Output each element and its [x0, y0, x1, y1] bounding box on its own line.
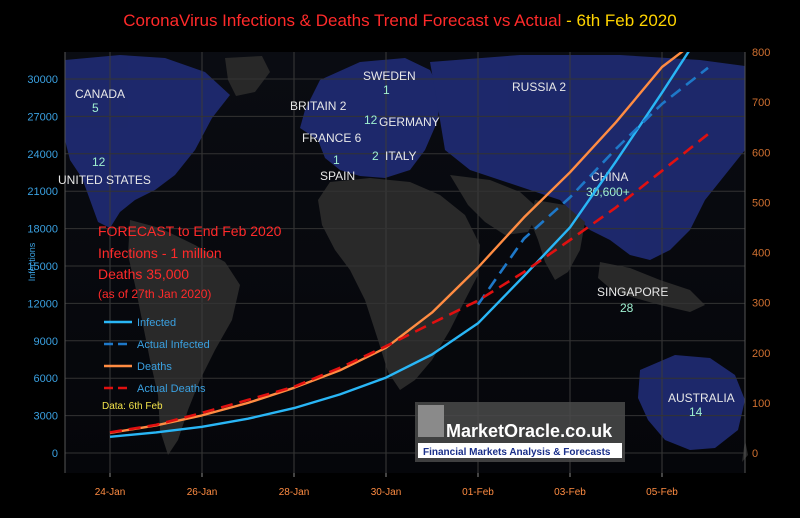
africa-shape: [318, 178, 480, 390]
right-tick-label: 600: [752, 147, 770, 159]
right-tick-label: 700: [752, 97, 770, 109]
right-tick-label: 400: [752, 248, 770, 260]
map-label: UNITED STATES: [58, 173, 151, 187]
x-tick-label: 03-Feb: [554, 487, 586, 498]
map-label: CANADA: [75, 87, 125, 101]
title-date: - 6th Feb 2020: [561, 11, 676, 30]
left-tick-label: 27000: [27, 111, 58, 123]
map-label: 1: [333, 153, 340, 167]
x-tick-label: 05-Feb: [646, 487, 678, 498]
map-label: 12: [364, 113, 378, 127]
left-tick-label: 6000: [34, 373, 58, 385]
series-line-deaths: [109, 52, 684, 435]
left-tick-label: 24000: [27, 149, 58, 161]
map-label: 2: [372, 149, 379, 163]
watermark-figure: [418, 405, 444, 437]
map-label: ITALY: [385, 149, 417, 163]
australia-shape: [638, 355, 745, 450]
right-tick-label: 800: [752, 47, 770, 59]
left-tick-label: 21000: [27, 186, 58, 198]
europe-shape: [300, 58, 440, 178]
forecast-line4: (as of 27th Jan 2020): [98, 287, 211, 301]
x-tick-label: 26-Jan: [187, 487, 218, 498]
left-tick-label: 12000: [27, 298, 58, 310]
legend-label: Deaths: [137, 361, 172, 373]
title-main: CoronaVirus Infections & Deaths Trend Fo…: [123, 11, 561, 30]
left-tick-label: 18000: [27, 224, 58, 236]
map-label: AUSTRALIA: [668, 391, 735, 405]
forecast-line1: FORECAST to End Feb 2020: [98, 223, 282, 239]
series-line-infected: [109, 52, 690, 438]
series-lines: [109, 52, 709, 438]
right-tick-label: 0: [752, 448, 758, 460]
left-tick-label: 0: [52, 448, 58, 460]
map-label: GERMANY: [379, 115, 440, 129]
map-label: 5: [92, 101, 99, 115]
data-note: Data: 6th Feb: [102, 401, 163, 412]
x-tick-label: 28-Jan: [279, 487, 310, 498]
map-label: 28: [620, 301, 634, 315]
map-label: RUSSIA 2: [512, 80, 566, 94]
left-tick-label: 3000: [34, 411, 58, 423]
x-tick-label: 01-Feb: [462, 487, 494, 498]
legend-label: Actual Deaths: [137, 383, 206, 395]
legend: Infected Actual Infected Deaths Actual Deat…: [104, 317, 210, 395]
series-line-actual-deaths: [109, 133, 709, 434]
right-tick-label: 200: [752, 348, 770, 360]
right-tick-label: 500: [752, 197, 770, 209]
legend-label: Actual Infected: [137, 339, 210, 351]
x-tick-label: 24-Jan: [95, 487, 126, 498]
map-label: 1: [383, 83, 390, 97]
watermark: MarketOracle.co.uk Financial Markets Ana…: [415, 402, 625, 462]
map-label: FRANCE 6: [302, 131, 362, 145]
left-axis: 0 3000 6000 9000 12000 15000 18000 21000 24000 27…: [27, 52, 66, 473]
se-asia-shape: [598, 262, 705, 312]
right-tick-label: 300: [752, 298, 770, 310]
series-line-actual-infected: [476, 66, 709, 306]
world-map: [65, 55, 748, 462]
legend-label: Infected: [137, 317, 176, 329]
south-america-shape: [128, 220, 240, 455]
map-label: CHINA: [591, 170, 628, 184]
right-tick-label: 100: [752, 398, 770, 410]
greenland-shape: [225, 56, 270, 96]
x-axis: 24-Jan 26-Jan 28-Jan 30-Jan 01-Feb 03-Feb 05-F…: [95, 473, 678, 498]
x-tick-label: 30-Jan: [371, 487, 402, 498]
left-tick-label: 30000: [27, 74, 58, 86]
map-label: 12: [92, 155, 106, 169]
map-label: 14: [689, 405, 703, 419]
map-label: SINGAPORE: [597, 285, 668, 299]
watermark-tagline: Financial Markets Analysis & Forecasts: [423, 447, 611, 458]
watermark-brand: MarketOracle.co.uk: [446, 421, 613, 441]
map-label: SWEDEN: [363, 69, 416, 83]
north-america-shape: [65, 55, 230, 228]
left-tick-label: 9000: [34, 336, 58, 348]
map-label: BRITAIN 2: [290, 99, 347, 113]
left-axis-label: Infections: [27, 242, 37, 281]
forecast-box: FORECAST to End Feb 2020 Infections - 1 …: [98, 223, 282, 301]
forecast-line2: Infections - 1 million: [98, 245, 222, 261]
right-axis: 0 100 200 300 400 500 600 700 800: [744, 47, 770, 473]
asia-shape: [430, 55, 745, 260]
forecast-line3: Deaths 35,000: [98, 266, 189, 282]
middle-east-shape: [450, 175, 540, 235]
map-label: SPAIN: [320, 169, 355, 183]
chart-title: CoronaVirus Infections & Deaths Trend Fo…: [123, 11, 676, 30]
left-tick-label: 15000: [27, 261, 58, 273]
watermark-tagline-bar: [418, 443, 622, 458]
